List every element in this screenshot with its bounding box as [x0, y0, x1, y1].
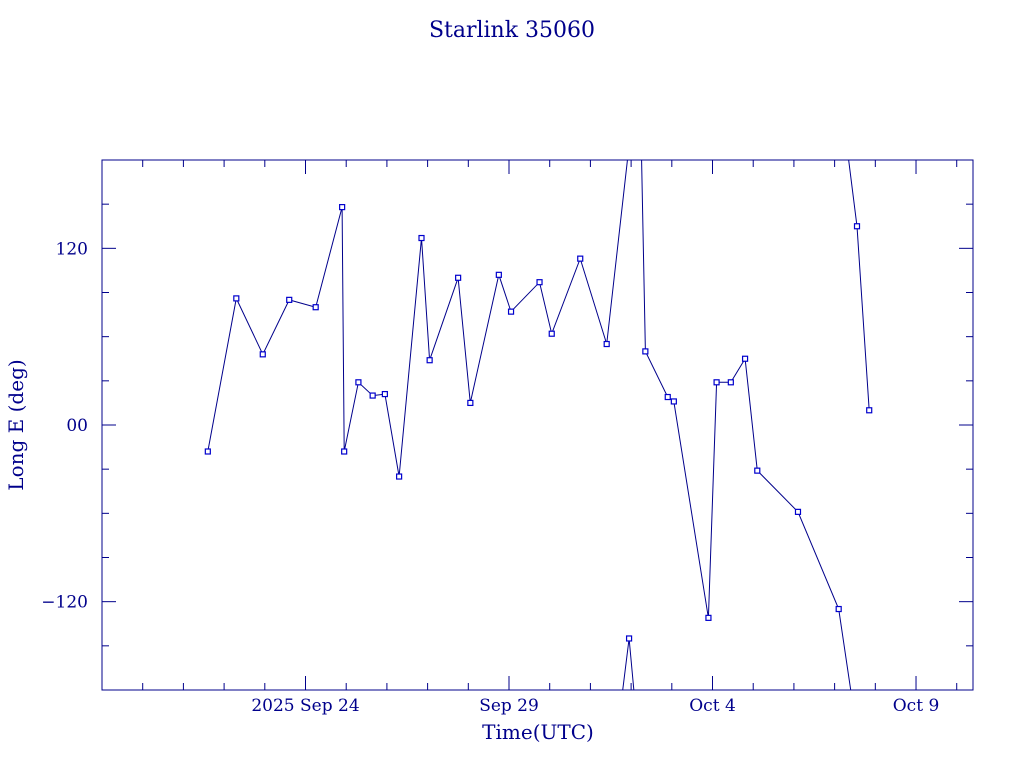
- data-point: [794, 508, 802, 515]
- data-point: [495, 271, 502, 278]
- data-point: [396, 473, 403, 480]
- data-point: [426, 357, 433, 364]
- chart-title: Starlink 35060: [429, 18, 595, 43]
- x-axis-label: Time(UTC): [482, 720, 594, 744]
- x-tick-label: Oct 4: [689, 696, 736, 716]
- data-point: [548, 330, 555, 337]
- y-tick-label: 00: [66, 416, 88, 436]
- data-point: [705, 614, 712, 621]
- series-line-segment: [848, 160, 870, 411]
- data-point: [625, 635, 633, 642]
- data-point: [577, 255, 584, 262]
- data-point: [233, 295, 240, 302]
- data-point: [713, 379, 720, 386]
- data-point: [381, 390, 388, 398]
- data-point: [355, 379, 362, 386]
- data-point: [603, 340, 610, 348]
- series-line-segment: [622, 638, 635, 690]
- data-point: [312, 304, 319, 311]
- data-point: [754, 467, 761, 474]
- x-tick-label: Sep 29: [479, 696, 539, 716]
- data-point: [642, 348, 649, 355]
- x-tick-label: 2025 Sep 24: [251, 696, 359, 716]
- data-point: [507, 308, 515, 315]
- data-point: [727, 379, 734, 386]
- data-point: [664, 393, 671, 401]
- data-point: [853, 223, 861, 230]
- series-line-segment: [641, 160, 852, 690]
- data-point: [341, 448, 348, 455]
- y-axis-label: Long E (deg): [4, 359, 28, 490]
- data-point: [204, 448, 211, 455]
- y-tick-label: −120: [41, 593, 88, 613]
- y-tick-label: 120: [56, 239, 88, 259]
- data-point: [418, 234, 425, 242]
- plot-frame: [101, 159, 974, 691]
- data-point: [741, 355, 749, 362]
- data-point: [369, 392, 376, 399]
- data-point: [467, 399, 474, 407]
- x-tick-label: Oct 9: [893, 696, 940, 716]
- data-point: [455, 274, 462, 281]
- axis-tick-labels: 2025 Sep 24 Sep 29 Oct 4 Oct 9 120 00 −120: [41, 239, 939, 716]
- data-point: [536, 279, 543, 286]
- plot-area: [204, 160, 873, 690]
- data-point: [286, 296, 293, 303]
- data-point: [866, 407, 873, 414]
- series-line-segment: [207, 160, 628, 477]
- data-point: [339, 204, 346, 211]
- axis-ticks: [101, 160, 973, 690]
- data-point: [835, 605, 842, 613]
- data-point: [670, 398, 677, 405]
- data-point: [259, 351, 266, 358]
